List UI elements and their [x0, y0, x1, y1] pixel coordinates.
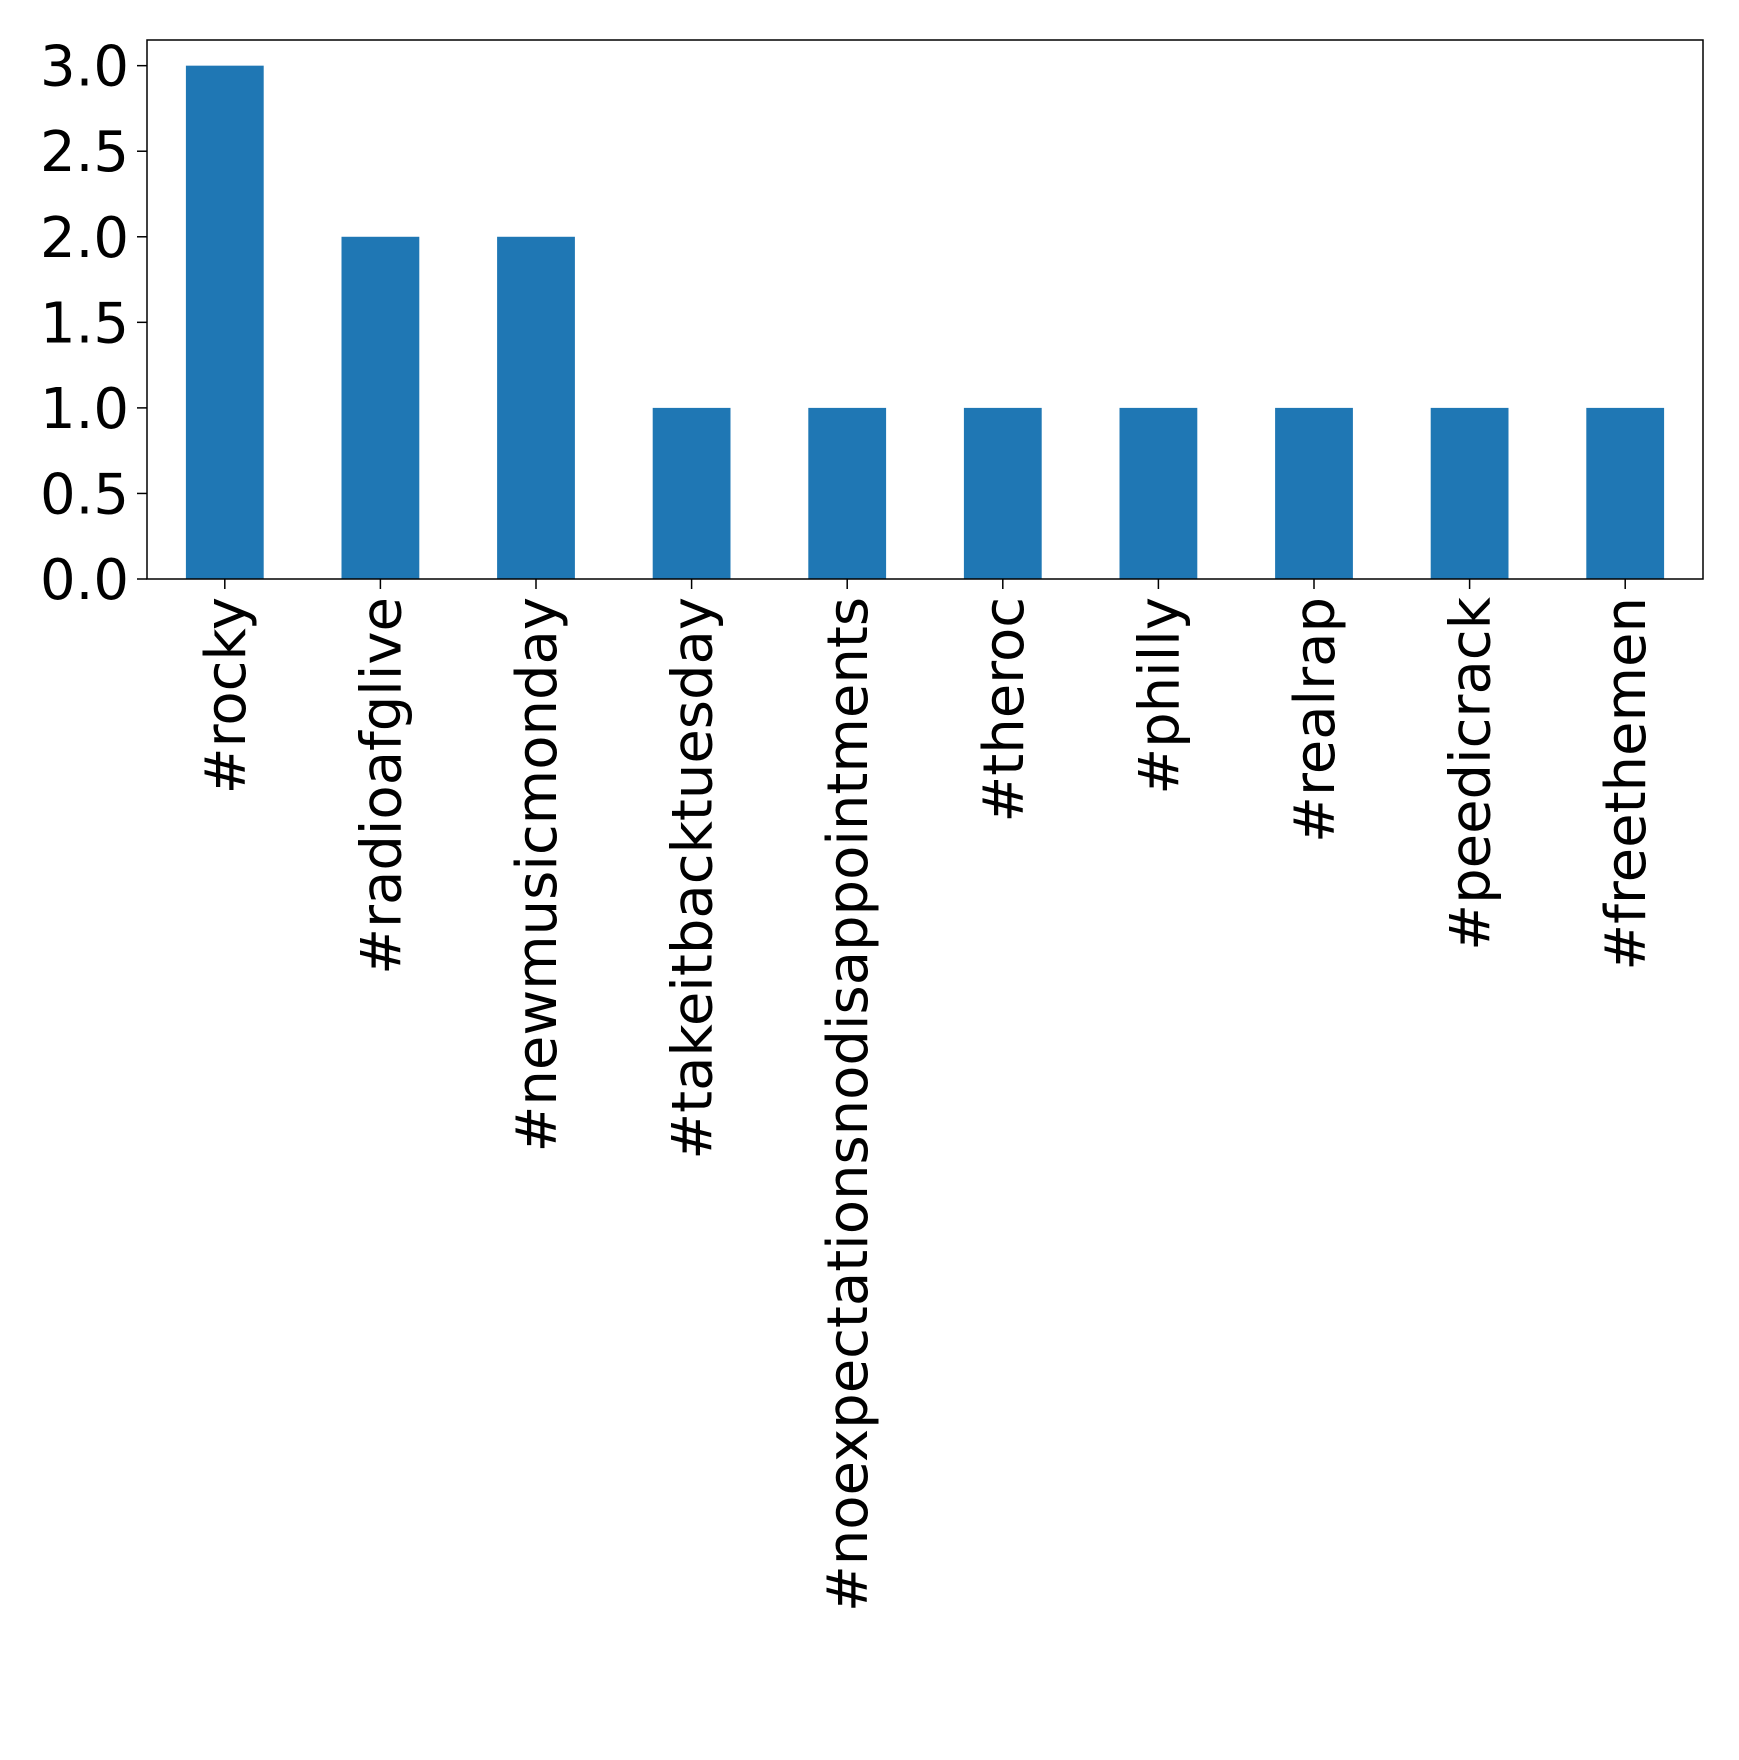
- y-tick-label: 2.0: [40, 206, 129, 271]
- x-tick-label: #freethemen: [1594, 597, 1659, 971]
- x-tick-label: #radioafglive: [349, 597, 414, 975]
- y-tick-label: 1.0: [40, 377, 129, 442]
- x-tick-label: #newmusicmonday: [505, 597, 570, 1153]
- y-tick-label: 1.5: [40, 291, 129, 356]
- x-tick-label: #theroc: [972, 597, 1037, 823]
- bar-takeitbacktuesday: [652, 407, 731, 579]
- bar-realrap: [1275, 407, 1353, 579]
- y-tick-label: 3.0: [40, 35, 129, 100]
- bars: [185, 65, 1665, 579]
- bar-freethemen: [1586, 407, 1665, 579]
- bar-philly: [1119, 407, 1198, 579]
- y-tick-label: 2.5: [40, 120, 129, 185]
- bar-peedicrack: [1430, 407, 1509, 579]
- bar-radioafglive: [341, 236, 420, 579]
- x-tick-label: #rocky: [194, 597, 259, 794]
- x-tick-label: #peedicrack: [1439, 596, 1504, 950]
- x-axis: #rocky #radioafglive #newmusicmonday #takei…: [194, 579, 1659, 1612]
- bar-theroc: [963, 407, 1042, 579]
- bar-newmusicmonday: [497, 236, 575, 579]
- bar-noexpectationsnodisappointments: [808, 407, 887, 579]
- y-tick-label: 0.5: [40, 462, 129, 527]
- x-tick-label: #takeitbacktuesday: [661, 597, 726, 1160]
- bar-rocky: [185, 65, 264, 579]
- x-tick-label: #noexpectationsnodisappointments: [816, 597, 881, 1612]
- plot-frame: [146, 39, 1704, 580]
- x-tick-label: #realrap: [1283, 597, 1348, 843]
- y-axis: 0.0 0.5 1.0 1.5 2.0 2.5 3.0: [40, 35, 147, 613]
- y-tick-label: 0.0: [40, 548, 129, 613]
- x-tick-label: #philly: [1127, 597, 1192, 795]
